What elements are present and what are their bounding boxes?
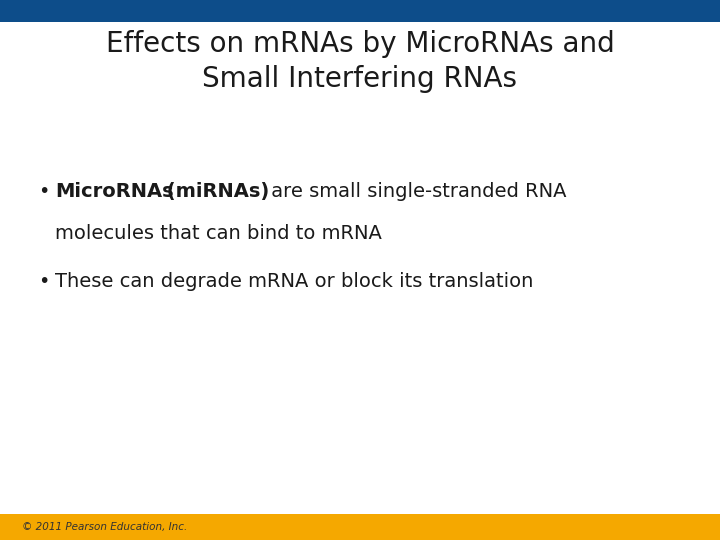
Text: molecules that can bind to mRNA: molecules that can bind to mRNA bbox=[55, 224, 382, 243]
Text: These can degrade mRNA or block its translation: These can degrade mRNA or block its tran… bbox=[55, 272, 534, 291]
Bar bbox=[0, 514, 720, 540]
Text: •: • bbox=[38, 182, 50, 201]
Text: •: • bbox=[38, 272, 50, 291]
Bar bbox=[0, 0, 720, 22]
Text: Effects on mRNAs by MicroRNAs and
Small Interfering RNAs: Effects on mRNAs by MicroRNAs and Small … bbox=[106, 30, 614, 92]
Text: (miRNAs): (miRNAs) bbox=[160, 182, 269, 201]
Text: © 2011 Pearson Education, Inc.: © 2011 Pearson Education, Inc. bbox=[22, 522, 187, 532]
Text: MicroRNAs: MicroRNAs bbox=[55, 182, 174, 201]
Text: are small single-stranded RNA: are small single-stranded RNA bbox=[265, 182, 567, 201]
